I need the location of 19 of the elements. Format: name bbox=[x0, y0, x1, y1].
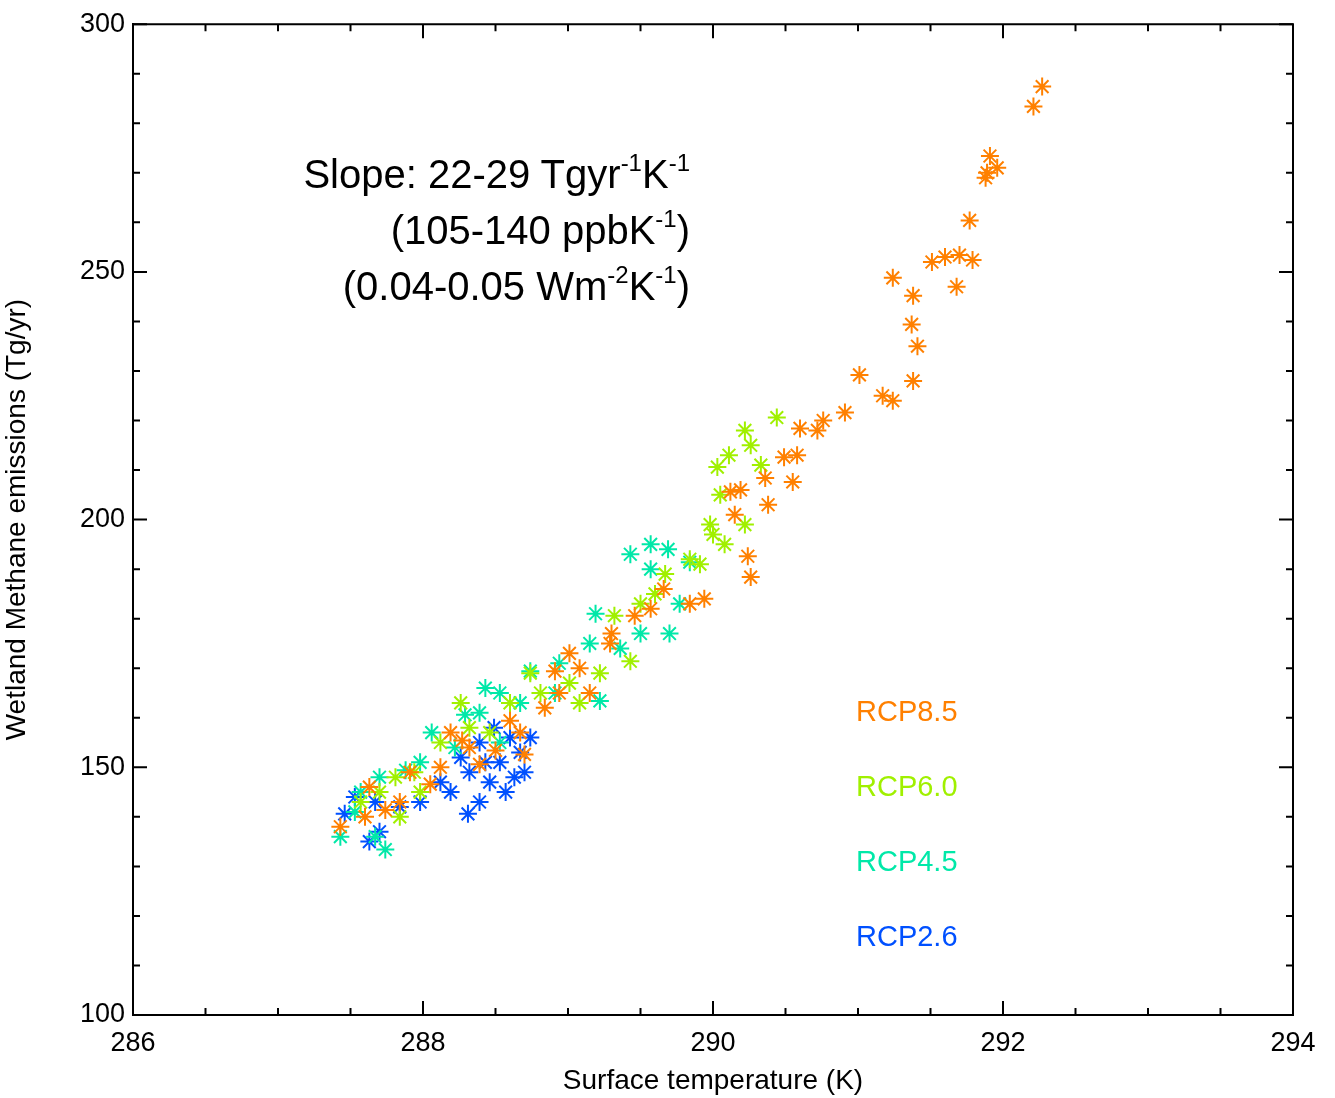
text: RCP4.5 bbox=[856, 844, 958, 880]
annotation: (105-140 ppbK$^{-1}$) bbox=[389, 205, 690, 255]
x-axis-title: Surface temperature (K) bbox=[562, 1063, 864, 1095]
y-axis-title: Wetland Methane emissions (Tg/yr) bbox=[0, 298, 31, 741]
x-tick-label: 294 bbox=[1270, 1026, 1316, 1057]
x-tick-label: 286 bbox=[110, 1026, 156, 1057]
text: RCP2.6 bbox=[856, 919, 958, 955]
text: RCP6.0 bbox=[856, 769, 958, 805]
y-tick-label: 300 bbox=[79, 7, 125, 38]
y-tick-label: 150 bbox=[79, 750, 125, 781]
x-tick-label: 290 bbox=[690, 1026, 736, 1057]
text: RCP8.5 bbox=[856, 694, 958, 730]
y-tick-label: 250 bbox=[79, 255, 125, 286]
x-tick-label: 288 bbox=[400, 1026, 446, 1057]
x-tick-label: 292 bbox=[980, 1026, 1026, 1057]
y-tick-label: 200 bbox=[79, 503, 125, 534]
annotation: (0.04-0.05 Wm$^{-2}$K$^{-1}$) bbox=[341, 261, 690, 311]
annotation: Slope: 22-29 Tgyr$^{-1}$K$^{-1}$ bbox=[303, 149, 690, 199]
y-tick-label: 100 bbox=[79, 998, 125, 1029]
